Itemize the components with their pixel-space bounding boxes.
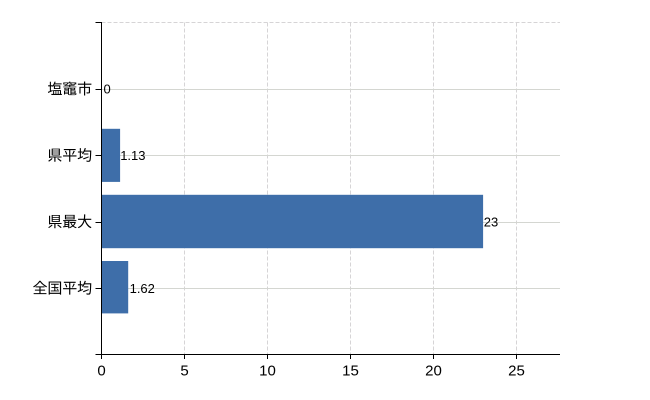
svg-text:15: 15 (342, 363, 359, 380)
svg-text:23: 23 (484, 214, 498, 229)
svg-text:0: 0 (104, 82, 111, 97)
svg-text:25: 25 (508, 363, 525, 380)
svg-text:1.13: 1.13 (120, 148, 145, 163)
svg-text:1.62: 1.62 (130, 281, 155, 296)
svg-text:0: 0 (97, 363, 105, 380)
svg-text:5: 5 (180, 363, 188, 380)
svg-text:20: 20 (425, 363, 442, 380)
svg-text:10: 10 (259, 363, 276, 380)
